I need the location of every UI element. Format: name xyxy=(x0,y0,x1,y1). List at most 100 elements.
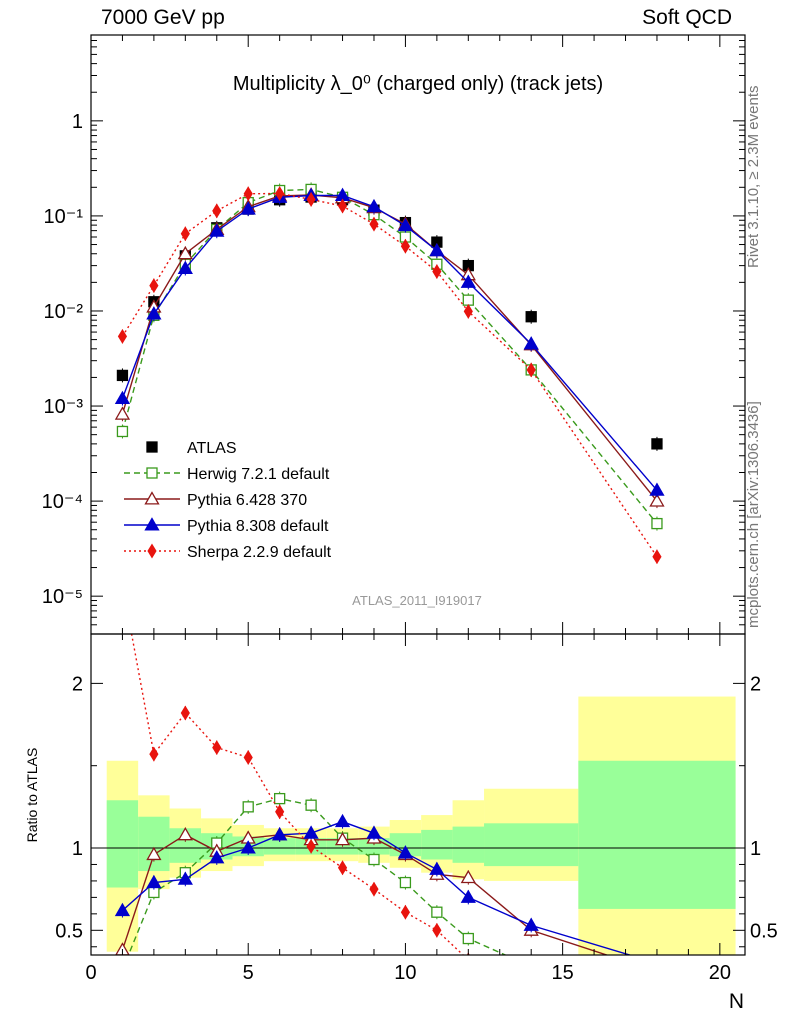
chart-title: Multiplicity λ_0⁰ (charged only) (track … xyxy=(233,73,603,95)
data-point xyxy=(337,198,348,214)
data-point xyxy=(651,438,663,450)
data-point xyxy=(117,328,128,344)
main-panel: 1 10⁻¹ 10⁻² 10⁻³ 10⁻⁴ 10⁻⁵ Multiplicity λ_0⁰ (… xyxy=(42,34,746,635)
data-point xyxy=(116,425,129,438)
x-axis-label: N xyxy=(729,990,744,1013)
legend-label: Herwig 7.2.1 default xyxy=(187,466,330,483)
data-point xyxy=(429,242,445,257)
y-tick-label-right: 0.5 xyxy=(750,920,778,942)
data-point xyxy=(337,860,348,876)
data-point xyxy=(180,226,190,242)
data-point xyxy=(209,223,225,237)
data-point xyxy=(177,260,193,274)
data-point xyxy=(369,216,379,232)
data-point xyxy=(650,965,663,976)
data-point xyxy=(275,186,285,201)
data-point xyxy=(114,390,131,405)
data-point xyxy=(460,889,476,903)
analysis-tag: ATLAS_2011_I919017 xyxy=(352,593,482,608)
legend-marker xyxy=(146,467,158,479)
data-point xyxy=(366,198,382,213)
data-point xyxy=(177,245,193,260)
data-point xyxy=(240,840,256,854)
data-point xyxy=(243,186,253,202)
data-point xyxy=(649,493,665,507)
series-group xyxy=(114,578,663,993)
header-energy-label: 7000 GeV pp xyxy=(101,6,225,29)
x-tick-label: 5 xyxy=(243,962,254,984)
series-line xyxy=(121,194,658,491)
data-point xyxy=(117,965,127,975)
y-axis-label: Ratio to ATLAS xyxy=(24,748,40,843)
inner-band xyxy=(484,823,579,867)
series-line xyxy=(121,820,633,955)
data-point xyxy=(180,705,190,721)
data-point xyxy=(523,336,539,350)
data-point xyxy=(652,983,662,993)
y-tick-label: 2 xyxy=(72,673,83,695)
data-point xyxy=(429,861,445,875)
y-tick-label: 10⁻⁵ xyxy=(42,586,83,608)
x-tick-label: 20 xyxy=(709,962,731,984)
data-point xyxy=(177,871,193,885)
data-point xyxy=(526,962,536,972)
data-point xyxy=(432,264,442,279)
data-point xyxy=(116,369,129,382)
legend-label: Sherpa 2.2.9 default xyxy=(187,544,332,561)
data-point xyxy=(399,876,412,889)
legend-marker xyxy=(144,491,160,505)
data-point xyxy=(272,827,288,841)
x-tick-label: 15 xyxy=(552,962,574,984)
y-tick-label: 1 xyxy=(72,838,83,860)
inner-band xyxy=(138,816,170,872)
data-point xyxy=(431,906,443,918)
data-point xyxy=(460,869,476,884)
data-point xyxy=(212,740,222,756)
data-point xyxy=(118,578,126,591)
data-point xyxy=(146,846,162,861)
data-point xyxy=(334,813,351,828)
series-line xyxy=(121,188,658,525)
inner-band xyxy=(452,826,485,863)
data-point xyxy=(369,881,379,897)
series-line xyxy=(121,192,658,558)
data-point xyxy=(209,850,225,864)
x-tick-label: 10 xyxy=(394,962,416,984)
data-point xyxy=(303,825,319,839)
data-point xyxy=(275,804,285,820)
inner-band xyxy=(578,760,736,909)
data-point xyxy=(177,827,193,841)
legend-label: Pythia 8.308 default xyxy=(187,518,329,535)
data-point xyxy=(651,517,663,530)
data-point xyxy=(649,482,665,496)
data-point xyxy=(305,799,317,811)
legend: ATLAS Herwig 7.2.1 default Pythia 6.428 37… xyxy=(124,440,332,561)
series-group xyxy=(114,182,665,565)
data-point xyxy=(146,306,162,320)
inner-band xyxy=(263,838,296,855)
data-point xyxy=(462,932,474,945)
data-point xyxy=(525,311,537,323)
data-point xyxy=(397,217,414,232)
data-point xyxy=(523,917,539,931)
data-point xyxy=(650,957,663,968)
data-point xyxy=(400,238,411,254)
y-tick-label: 1 xyxy=(72,111,83,133)
data-point xyxy=(243,750,253,765)
data-point xyxy=(463,303,473,319)
inner-band xyxy=(421,829,453,860)
y-tick-label: 10⁻¹ xyxy=(44,206,84,228)
data-point xyxy=(212,203,222,219)
inner-band xyxy=(106,800,139,888)
data-point xyxy=(366,825,382,839)
data-point xyxy=(306,191,316,207)
data-point xyxy=(306,838,316,854)
legend-label: ATLAS xyxy=(187,440,237,457)
y-tick-label-right: 1 xyxy=(750,838,761,860)
data-point xyxy=(460,274,476,288)
y-tick-label: 10⁻³ xyxy=(44,396,84,418)
y-tick-label: 10⁻² xyxy=(44,301,84,323)
data-point xyxy=(526,362,536,378)
